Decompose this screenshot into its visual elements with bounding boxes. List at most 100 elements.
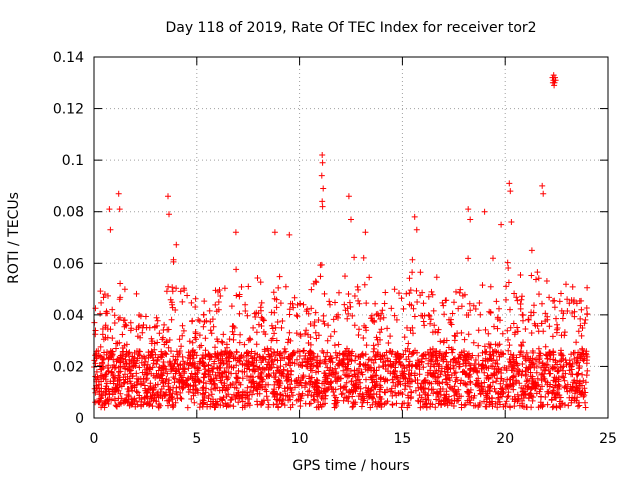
data-point (224, 376, 231, 383)
data-point (281, 385, 288, 392)
data-point (331, 328, 338, 335)
data-point (538, 371, 545, 378)
data-point (173, 285, 180, 292)
data-point (382, 289, 389, 296)
data-point (569, 383, 576, 390)
data-point (506, 180, 513, 187)
data-point (582, 399, 588, 406)
data-point (343, 379, 350, 386)
data-point (491, 385, 498, 392)
data-point (503, 365, 510, 372)
data-point (436, 380, 443, 387)
data-point (332, 299, 338, 306)
data-point (370, 376, 376, 383)
data-point (466, 371, 473, 378)
data-point (266, 363, 273, 370)
data-point (393, 356, 400, 363)
data-point (564, 388, 571, 395)
data-point (185, 354, 192, 361)
data-point (509, 363, 516, 370)
data-point (200, 390, 207, 397)
data-point (477, 311, 484, 318)
data-point (165, 344, 172, 351)
data-point (370, 348, 377, 355)
data-point (110, 356, 117, 363)
data-point (237, 381, 244, 388)
data-point (255, 321, 262, 328)
data-point (367, 404, 374, 411)
data-point (236, 310, 243, 317)
data-point (317, 359, 324, 366)
data-point (313, 363, 320, 369)
data-point (418, 312, 425, 319)
data-point (542, 394, 549, 400)
data-point (499, 350, 506, 357)
data-point (157, 389, 164, 396)
data-point (184, 359, 191, 366)
data-point (165, 326, 172, 333)
data-point (406, 358, 413, 365)
data-point (533, 369, 540, 376)
data-point (346, 299, 353, 306)
data-point (505, 347, 512, 354)
data-point (389, 392, 396, 399)
data-point (333, 403, 340, 409)
data-point (480, 362, 487, 369)
data-point (491, 323, 497, 330)
data-point (245, 400, 251, 406)
data-point (388, 305, 395, 312)
data-point (558, 290, 564, 297)
data-point (176, 336, 183, 343)
data-point (559, 373, 566, 380)
data-point (441, 337, 448, 344)
data-point (163, 339, 170, 346)
data-point (479, 282, 486, 289)
data-point (278, 324, 285, 331)
data-point (316, 390, 323, 396)
data-point (573, 300, 580, 307)
data-point (233, 292, 240, 299)
data-point (503, 398, 510, 405)
data-point (493, 378, 500, 385)
data-point (498, 388, 505, 395)
data-point (314, 353, 321, 360)
data-point (223, 373, 230, 380)
data-point (410, 305, 417, 312)
data-point (465, 331, 472, 338)
data-point (408, 388, 415, 395)
data-point (344, 365, 351, 372)
data-point (549, 333, 556, 340)
data-point (487, 344, 493, 351)
data-point (177, 288, 184, 295)
data-point (574, 394, 581, 401)
data-point (318, 394, 325, 401)
data-point (533, 276, 539, 283)
data-point (447, 358, 454, 365)
data-point (165, 193, 171, 200)
data-point (175, 378, 182, 385)
data-point (398, 404, 405, 411)
data-point (484, 384, 491, 390)
data-point (532, 356, 539, 363)
data-point (416, 371, 423, 378)
data-point (574, 371, 581, 378)
data-point (257, 374, 264, 381)
data-point (387, 388, 394, 395)
data-point (427, 363, 434, 370)
data-point (465, 206, 472, 213)
data-point (550, 298, 556, 304)
data-point (317, 273, 324, 280)
data-point (206, 353, 213, 360)
data-point (432, 378, 439, 385)
data-point (456, 363, 463, 370)
data-point (214, 384, 221, 391)
data-point (158, 386, 165, 392)
data-point (518, 372, 525, 379)
data-point (449, 310, 456, 317)
data-point (133, 379, 140, 385)
data-point (534, 375, 541, 382)
data-point (292, 378, 298, 384)
data-point (168, 348, 174, 355)
data-point (331, 342, 338, 349)
data-point (159, 336, 166, 343)
